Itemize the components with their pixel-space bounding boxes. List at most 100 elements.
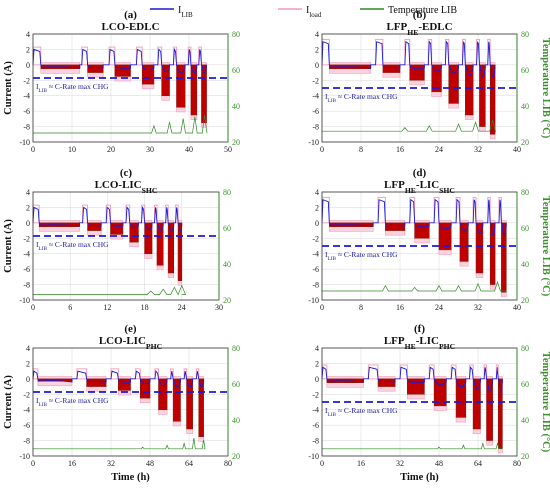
series-line-temperature	[33, 437, 206, 450]
y-tick-label: 2	[26, 45, 30, 54]
discharge-bar	[489, 222, 496, 285]
load-pulse	[154, 204, 158, 224]
y2-tick-label: 20	[232, 452, 240, 461]
discharge-bar	[382, 64, 401, 73]
y-axis-label: Current (A)	[3, 219, 14, 273]
y-tick-label: 4	[315, 188, 319, 197]
load-pulse	[495, 364, 499, 380]
y2-tick-label: 20	[521, 296, 529, 305]
discharge-bar	[140, 378, 151, 399]
cmax-annotation: ILIB ≈ C-Rate max CHG	[36, 240, 109, 252]
y2-axis-label: Temperature LIB (°C)	[540, 38, 550, 139]
discharge-bar	[141, 64, 155, 85]
legend-item-1: Iload	[278, 5, 322, 19]
discharge-bar	[377, 378, 396, 387]
y-tick-label: -10	[19, 138, 30, 147]
y-tick-label: 0	[26, 61, 30, 70]
y2-tick-label: 40	[232, 416, 240, 425]
series-group	[32, 204, 183, 286]
series-line-ilib	[321, 366, 503, 393]
y2-tick-label: 20	[223, 296, 231, 305]
y-tick-label: 4	[26, 188, 30, 197]
cmax-annotation: ILIB ≈ C-Rate max CHG	[36, 82, 109, 94]
legend: ILIB Iload Temperature LIB	[150, 5, 457, 19]
load-pulse	[469, 364, 474, 380]
x-tick-label: 8	[359, 303, 363, 312]
y-tick-label: 2	[315, 45, 319, 54]
y-tick-label: -6	[23, 265, 30, 274]
discharge-bar	[431, 64, 442, 93]
discharge-bar	[161, 64, 170, 96]
load-pulse	[487, 38, 491, 66]
discharge-bar	[385, 222, 406, 231]
discharge-bar	[87, 64, 104, 73]
load-pulse	[81, 46, 89, 66]
discharge-bar	[144, 222, 153, 254]
load-pulse	[134, 368, 141, 380]
y2-tick-label: 60	[232, 66, 240, 75]
load-pulse	[76, 368, 88, 380]
load-pulse	[404, 38, 411, 66]
series-group	[321, 364, 503, 454]
y-tick-label: 4	[315, 344, 319, 353]
discharge-bar	[479, 64, 486, 127]
y-tick-label: -2	[312, 234, 319, 243]
y-tick-label: -4	[23, 406, 30, 415]
load-pulse	[487, 196, 491, 224]
load-pulse	[154, 368, 159, 380]
load-pulse	[450, 364, 457, 380]
x-tick-label: 40	[513, 303, 521, 312]
y2-tick-label: 80	[223, 188, 231, 197]
y-tick-label: -8	[23, 123, 30, 132]
y-tick-label: 0	[26, 219, 30, 228]
y2-tick-label: 40	[223, 260, 231, 269]
panel-title: LFPHE-EDLC	[386, 21, 452, 37]
load-pulse	[498, 196, 502, 224]
y2-axis-label: Temperature LIB (°C)	[540, 352, 550, 453]
discharge-bar	[497, 378, 503, 449]
series-line-temperature	[33, 114, 208, 134]
x-tick-label: 0	[320, 459, 324, 468]
y-tick-label: 2	[315, 203, 319, 212]
discharge-bar	[465, 64, 474, 116]
discharge-bar	[459, 222, 469, 262]
series-line-temperature	[322, 442, 503, 450]
y2-tick-label: 60	[232, 380, 240, 389]
x-tick-label: 80	[224, 459, 232, 468]
x-tick-label: 12	[103, 303, 111, 312]
discharge-bar	[409, 64, 425, 81]
x-tick-label: 8	[359, 145, 363, 154]
y-tick-label: -8	[312, 281, 319, 290]
y2-axis-label: Temperature LIB (°C)	[540, 196, 550, 297]
y2-tick-label: 80	[232, 30, 240, 39]
y-tick-label: -8	[312, 437, 319, 446]
load-pulse	[461, 38, 466, 66]
load-pulse	[399, 364, 408, 380]
x-tick-label: 0	[320, 303, 324, 312]
y-tick-label: -6	[312, 265, 319, 274]
legend-item-0: ILIB	[150, 5, 193, 19]
discharge-bar	[414, 222, 430, 239]
discharge-bar	[407, 378, 425, 395]
x-tick-label: 18	[141, 303, 149, 312]
series-line-ilib	[321, 198, 507, 237]
y-tick-label: -6	[312, 421, 319, 430]
y-tick-label: -2	[23, 76, 30, 85]
discharge-bar	[433, 378, 447, 407]
x-tick-label: 40	[185, 145, 193, 154]
y-tick-label: 0	[315, 219, 319, 228]
discharge-bar	[448, 64, 459, 104]
y-tick-label: 2	[26, 203, 30, 212]
series-line-ilib	[32, 205, 183, 232]
x-tick-label: 24	[435, 145, 443, 154]
load-pulse	[476, 38, 480, 66]
discharge-bar	[501, 222, 507, 293]
y-tick-label: 4	[26, 30, 30, 39]
load-pulse	[187, 46, 192, 66]
discharge-bar	[172, 378, 181, 422]
y2-tick-label: 40	[232, 102, 240, 111]
discharge-bar	[176, 64, 186, 108]
y-tick-label: -10	[19, 452, 30, 461]
y2-tick-label: 80	[521, 344, 529, 353]
